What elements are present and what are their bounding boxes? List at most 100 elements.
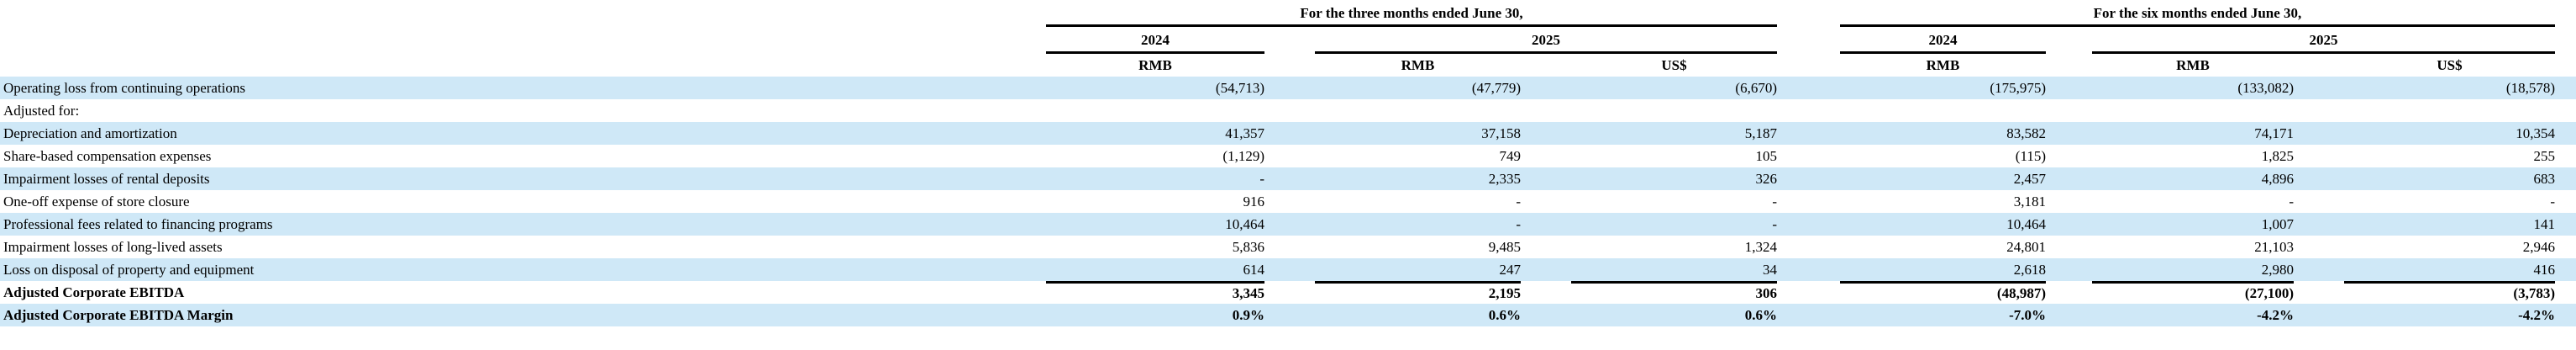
- row-value: 74,171: [2254, 125, 2294, 141]
- row-label: Adjusted Corporate EBITDA Margin: [3, 307, 234, 323]
- row-value: -: [1516, 194, 1521, 209]
- row-value: [2092, 99, 2294, 122]
- row-value: 326: [1755, 171, 1778, 187]
- table-row: Professional fees related to financing p…: [0, 213, 2576, 236]
- table-row: Impairment losses of long-lived assets 5…: [0, 236, 2576, 258]
- row-value: 683: [2533, 171, 2556, 187]
- row-label: Adjusted for:: [3, 103, 80, 119]
- currency-header: US$: [1661, 57, 1687, 73]
- row-value: 4,896: [2261, 171, 2294, 187]
- row-value: (1,129): [1222, 148, 1264, 164]
- currency-header: US$: [2437, 57, 2463, 73]
- row-value: (27,100): [2092, 281, 2294, 304]
- row-value: -: [1772, 216, 1777, 232]
- row-value: 10,464: [1225, 216, 1264, 232]
- row-value: -4.2%: [2257, 307, 2294, 323]
- currency-header: RMB: [2176, 57, 2210, 73]
- row-label: Professional fees related to financing p…: [3, 216, 273, 232]
- row-label: Depreciation and amortization: [3, 125, 177, 141]
- row-value: [1315, 99, 1521, 122]
- year-header: 2024: [1046, 31, 1264, 54]
- row-value: 916: [1243, 194, 1265, 209]
- row-value: 2,457: [2013, 171, 2046, 187]
- row-value: (6,670): [1735, 80, 1777, 96]
- period-group-six-months: For the six months ended June 30,: [1840, 4, 2555, 27]
- row-value: 3,181: [2013, 194, 2046, 209]
- row-value: 1,324: [1744, 239, 1777, 255]
- table-row: Adjusted Corporate EBITDA Margin 0.9% 0.…: [0, 304, 2576, 326]
- row-value: 614: [1243, 262, 1265, 278]
- table-row: Loss on disposal of property and equipme…: [0, 258, 2576, 281]
- row-value: 3,345: [1046, 281, 1264, 304]
- row-value: 2,335: [1488, 171, 1521, 187]
- row-value: 2,618: [2013, 262, 2046, 278]
- row-value: -: [2289, 194, 2294, 209]
- row-value: [1840, 99, 2046, 122]
- row-label: Operating loss from continuing operation…: [3, 80, 246, 96]
- row-value: 83,582: [2006, 125, 2046, 141]
- row-value: 306: [1571, 281, 1777, 304]
- row-value: (175,975): [1990, 80, 2046, 96]
- header-currencies: RMB RMB US$ RMB RMB US$: [0, 54, 2576, 77]
- row-value: -7.0%: [2009, 307, 2046, 323]
- row-value: 41,357: [1225, 125, 1264, 141]
- row-value: (133,082): [2237, 80, 2294, 96]
- row-value: (115): [2015, 148, 2046, 164]
- row-label: Adjusted Corporate EBITDA: [3, 284, 185, 300]
- row-value: 2,195: [1315, 281, 1521, 304]
- year-header: 2025: [2092, 31, 2555, 54]
- row-value: -: [1772, 194, 1777, 209]
- row-value: -: [1259, 171, 1264, 187]
- row-value: -4.2%: [2518, 307, 2555, 323]
- row-value: 141: [2533, 216, 2556, 232]
- year-header: 2024: [1840, 31, 2046, 54]
- row-value: 5,836: [1232, 239, 1264, 255]
- year-header: 2025: [1315, 31, 1777, 54]
- table-row: Adjusted Corporate EBITDA 3,345 2,195 30…: [0, 281, 2576, 304]
- row-value: 255: [2533, 148, 2556, 164]
- row-value: 34: [1763, 262, 1777, 278]
- currency-header: RMB: [1138, 57, 1172, 73]
- row-value: -: [2550, 194, 2555, 209]
- header-period-groups: For the three months ended June 30, For …: [0, 0, 2576, 27]
- table-row: Impairment losses of rental deposits - 2…: [0, 167, 2576, 190]
- row-value: (18,578): [2505, 80, 2555, 96]
- currency-header: RMB: [1926, 57, 1960, 73]
- row-value: -: [1516, 216, 1521, 232]
- row-value: 0.9%: [1232, 307, 1264, 323]
- table-row: Share-based compensation expenses (1,129…: [0, 145, 2576, 167]
- table-row: Adjusted for:: [0, 99, 2576, 122]
- row-value: 749: [1499, 148, 1522, 164]
- table-body: Operating loss from continuing operation…: [0, 77, 2576, 326]
- row-value: 105: [1755, 148, 1778, 164]
- row-value: (3,783): [2344, 281, 2555, 304]
- row-value: 2,946: [2522, 239, 2555, 255]
- row-value: (48,987): [1840, 281, 2046, 304]
- row-value: 2,980: [2261, 262, 2294, 278]
- currency-header: RMB: [1401, 57, 1435, 73]
- table-row: Operating loss from continuing operation…: [0, 77, 2576, 99]
- row-label: Impairment losses of rental deposits: [3, 171, 210, 187]
- row-label: Impairment losses of long-lived assets: [3, 239, 223, 255]
- table-row: One-off expense of store closure 916 - -…: [0, 190, 2576, 213]
- row-value: 1,007: [2261, 216, 2294, 232]
- row-label: Share-based compensation expenses: [3, 148, 212, 164]
- row-value: [2344, 99, 2555, 122]
- row-value: 5,187: [1744, 125, 1777, 141]
- adjusted-ebitda-reconciliation-table: For the three months ended June 30, For …: [0, 0, 2576, 326]
- period-group-three-months: For the three months ended June 30,: [1046, 4, 1777, 27]
- row-value: 1,825: [2261, 148, 2294, 164]
- header-years: 2024 2025 2024 2025: [0, 27, 2576, 54]
- row-value: [1571, 99, 1777, 122]
- row-value: 21,103: [2254, 239, 2294, 255]
- row-value: 24,801: [2006, 239, 2046, 255]
- row-value: 247: [1499, 262, 1522, 278]
- row-value: 10,354: [2516, 125, 2555, 141]
- row-value: (54,713): [1215, 80, 1264, 96]
- row-value: 0.6%: [1744, 307, 1777, 323]
- row-value: 416: [2533, 262, 2556, 278]
- table-row: Depreciation and amortization 41,357 37,…: [0, 122, 2576, 145]
- row-value: 0.6%: [1488, 307, 1521, 323]
- row-label: Loss on disposal of property and equipme…: [3, 262, 255, 278]
- row-value: 37,158: [1481, 125, 1521, 141]
